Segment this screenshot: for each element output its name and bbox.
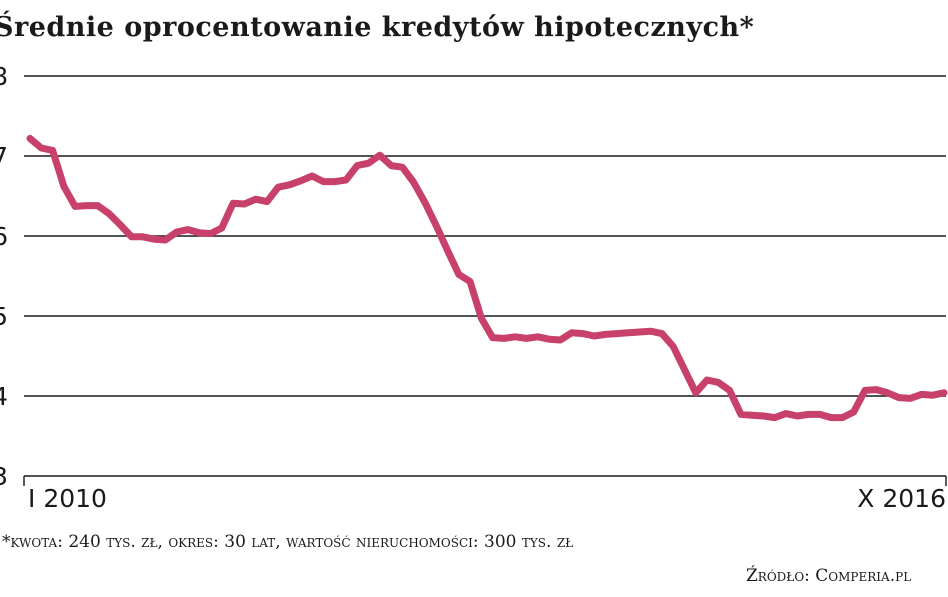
grid-lines	[23, 75, 947, 486]
x-tick-label-end: X 2016	[857, 484, 946, 513]
chart-title: Średnie oprocentowanie kredytów hipotecz…	[0, 12, 755, 43]
y-tick-label: 8	[0, 62, 8, 91]
series-group	[26, 134, 948, 422]
x-tick-label-start: I 2010	[28, 484, 107, 513]
footnote: *kwota: 240 tys. zł, okres: 30 lat, wart…	[2, 532, 574, 552]
y-tick-label: 6	[0, 222, 8, 251]
series-line	[26, 134, 948, 422]
y-tick-label: 5	[0, 302, 8, 331]
source-note: Źródło: Comperia.pl	[746, 566, 912, 586]
y-tick-label: 3	[0, 462, 8, 491]
y-tick-label: 7	[0, 142, 8, 171]
x-tick-labels: I 2010 X 2016	[28, 484, 946, 513]
y-tick-labels: 3 4 5 6 7 8	[0, 62, 8, 491]
y-tick-label: 4	[0, 382, 8, 411]
